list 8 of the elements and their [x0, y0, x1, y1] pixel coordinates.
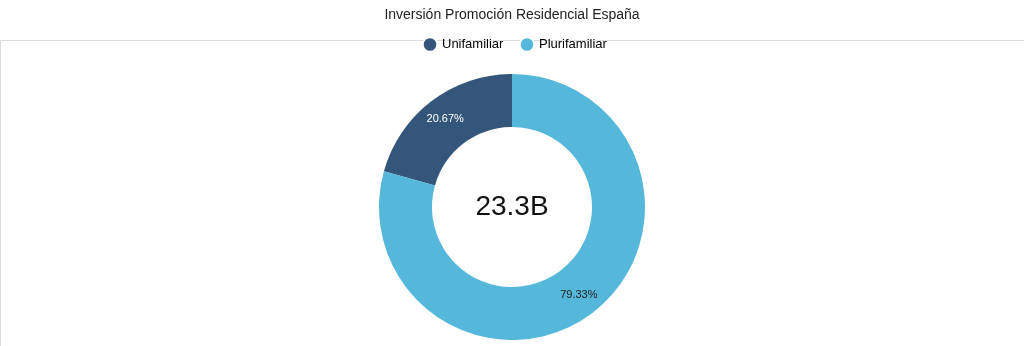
text: 23.3B [475, 190, 549, 221]
chart-title: Inversión Promoción Residencial España [384, 6, 640, 22]
data-label: 20.67% [426, 111, 465, 124]
legend-label: Unifamiliar [442, 36, 505, 52]
donut-slice [383, 74, 512, 186]
donut-slice [379, 74, 645, 340]
legend-label: Plurifamiliar [539, 36, 608, 52]
data-label: 79.33% [560, 288, 598, 301]
